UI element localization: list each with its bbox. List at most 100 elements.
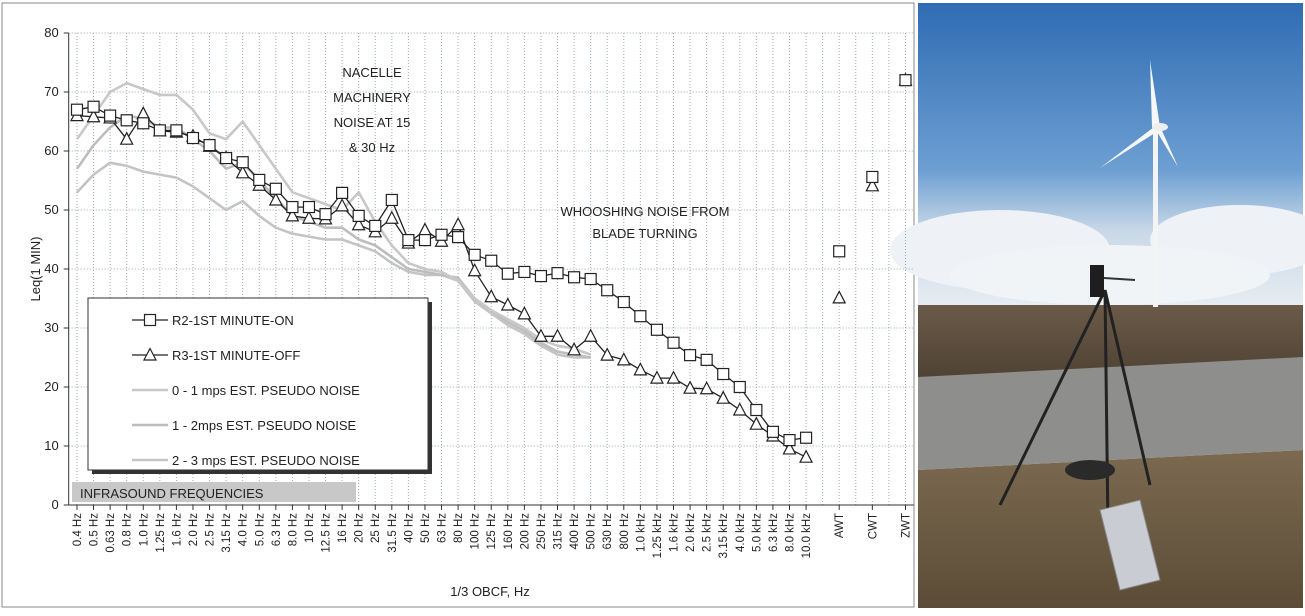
marker-square (899, 74, 912, 87)
marker-triangle (301, 210, 316, 224)
marker-square (269, 182, 282, 195)
x-tick-label: 31.5 Hz (387, 513, 399, 553)
marker-triangle (235, 165, 250, 179)
annotation: INFRASOUND FREQUENCIES (80, 486, 264, 501)
marker-triangle (143, 347, 157, 361)
x-tick-label: 2.0 Hz (188, 513, 200, 546)
x-tick-label: 800 Hz (619, 513, 631, 550)
x-tick-label: 5.0 Hz (254, 513, 266, 546)
legend (87, 297, 429, 471)
x-tick-label: 0.63 Hz (105, 513, 117, 553)
x-tick-label: 20 Hz (354, 513, 366, 543)
x-tick-label: 160 Hz (503, 513, 515, 550)
legend-label: R3-1ST MINUTE-OFF (172, 348, 300, 363)
x-tick-label: 2.5 kHz (702, 513, 714, 552)
marker-square (402, 233, 415, 247)
marker-square (418, 233, 432, 247)
y-tick-label: 80 (44, 25, 58, 40)
marker-triangle (517, 306, 532, 320)
legend-label: R2-1ST MINUTE-ON (172, 313, 294, 328)
marker-square (220, 151, 233, 165)
annotation: BLADE TURNING (592, 226, 697, 241)
x-tick-label: 1.0 Hz (138, 513, 150, 546)
x-tick-label: 0.4 Hz (72, 513, 84, 546)
y-tick-label: 10 (44, 438, 58, 453)
marker-square (783, 434, 796, 447)
marker-square (650, 323, 664, 336)
x-tick-label: 8.0 Hz (287, 513, 299, 546)
x-axis-label: 1/3 OBCF, Hz (450, 584, 529, 599)
x-tick-label: 4.0 Hz (238, 513, 250, 546)
x-tick-label: 8.0 kHz (784, 513, 796, 552)
marker-square (518, 265, 531, 279)
x-tick-label: 6.3 Hz (271, 513, 283, 546)
marker-square (700, 353, 713, 366)
legend-label: 0 - 1 mps EST. PSEUDO NOISE (172, 383, 360, 398)
marker-square (584, 272, 597, 286)
marker-square (253, 173, 266, 187)
marker-triangle (616, 352, 631, 366)
marker-square (683, 349, 697, 362)
marker-square (236, 156, 249, 169)
x-tick-label: 12.5 Hz (321, 513, 333, 553)
marker-square (70, 103, 84, 116)
marker-triangle (86, 108, 101, 123)
marker-triangle (467, 262, 482, 277)
marker-square (352, 209, 365, 222)
x-tick-label: 1.25 Hz (155, 513, 167, 553)
y-tick-label: 0 (51, 497, 58, 512)
marker-square (601, 284, 614, 297)
x-tick-label: 5.0 kHz (751, 513, 763, 552)
x-tick-label: 1.25 kHz (652, 513, 664, 559)
annotation: MACHINERY (333, 90, 411, 105)
y-tick-label: 20 (44, 379, 58, 394)
series-line (75, 81, 592, 356)
marker-square (833, 245, 846, 258)
photo (890, 3, 1305, 608)
marker-square (799, 431, 813, 444)
x-tick-label: 6.3 kHz (768, 513, 780, 552)
marker-square (667, 336, 680, 349)
x-tick-label: 125 Hz (486, 513, 498, 550)
x-tick-label: 500 Hz (586, 513, 598, 550)
x-tick-label: 16 Hz (337, 513, 349, 543)
marker-triangle (285, 208, 300, 222)
marker-square (468, 248, 481, 261)
x-tick-label: 40 Hz (403, 513, 415, 543)
marker-square (617, 295, 630, 309)
x-tick-label: 0.5 Hz (89, 513, 101, 546)
x-tick-label: CWT (867, 513, 879, 539)
marker-square (717, 367, 730, 381)
marker-triangle (749, 416, 764, 430)
y-axis-label: Leq(1 MIN) (28, 236, 43, 301)
marker-square (186, 131, 200, 145)
y-tick-label: 40 (44, 261, 58, 276)
x-tick-label: 3.15 kHz (718, 513, 730, 559)
marker-triangle (533, 328, 548, 342)
y-tick-label: 60 (44, 143, 58, 158)
x-tick-label: 2.5 Hz (205, 513, 217, 546)
y-tick-label: 50 (44, 202, 58, 217)
marker-square (369, 219, 382, 233)
marker-square (385, 193, 398, 207)
marker-triangle (732, 402, 747, 416)
marker-triangle (649, 370, 664, 384)
marker-triangle (484, 288, 499, 303)
annotation: NOISE AT 15 (334, 115, 411, 130)
marker-square (143, 313, 157, 327)
series (70, 74, 912, 447)
marker-square (319, 208, 332, 221)
marker-triangle (567, 342, 582, 356)
x-tick-label: ZWT (900, 513, 912, 538)
marker-triangle (451, 216, 466, 231)
marker-square (137, 117, 150, 130)
marker-square (534, 269, 548, 283)
x-tick-label: 315 Hz (553, 513, 565, 550)
marker-square (866, 170, 879, 184)
marker-triangle (583, 328, 598, 342)
marker-square (501, 267, 514, 280)
marker-square (203, 139, 216, 152)
series (76, 161, 591, 359)
y-tick-label: 70 (44, 84, 58, 99)
